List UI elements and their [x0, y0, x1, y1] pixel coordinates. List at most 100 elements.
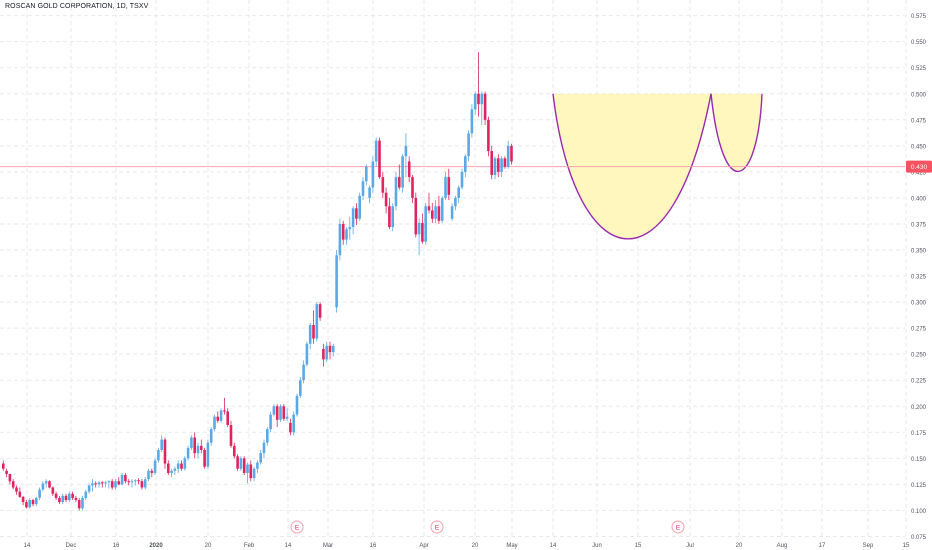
x-tick-label: 16 — [370, 543, 377, 549]
earnings-marker-label: E — [295, 525, 300, 532]
candle-body — [216, 416, 220, 421]
y-tick-label: 0.250 — [911, 353, 927, 359]
candle-body — [213, 416, 216, 430]
candle-body — [404, 145, 408, 157]
cup-curve — [552, 93, 712, 240]
candle-body — [305, 343, 309, 365]
candle-body — [41, 483, 45, 490]
candle-body — [246, 464, 249, 473]
candle-body — [398, 177, 401, 188]
earnings-marker[interactable]: E — [671, 520, 685, 534]
candle-body — [252, 468, 256, 479]
candle-body — [358, 195, 361, 219]
x-tick-label: Feb — [244, 543, 255, 549]
candle-body — [500, 158, 503, 172]
candle-body — [388, 206, 391, 228]
candle-body — [38, 489, 41, 498]
x-tick-label: 20 — [205, 543, 212, 549]
candle-body — [480, 93, 484, 105]
candle-body — [147, 470, 150, 480]
candle-body — [239, 458, 243, 469]
candle-body — [68, 493, 71, 500]
candle-body — [170, 470, 173, 473]
candle-body — [361, 181, 365, 196]
candle-body — [2, 463, 5, 469]
candle-body — [493, 158, 497, 175]
candle-body — [440, 197, 444, 221]
candle-body — [176, 463, 180, 469]
candle-body — [338, 223, 342, 256]
candle-body — [193, 437, 196, 454]
candle-body — [411, 177, 414, 198]
x-tick-label: Jun — [592, 543, 602, 549]
candles-layer — [2, 52, 513, 511]
price-axis: 0.075 0.100 0.125 0.150 0.175 0.200 0.225 0.250… — [911, 14, 927, 541]
candle-body — [299, 380, 302, 396]
candle-body — [302, 364, 305, 381]
candle-body — [464, 156, 467, 172]
candle-body — [190, 437, 193, 448]
grid-lines — [0, 0, 907, 537]
candle-body — [407, 161, 411, 178]
candle-body — [81, 497, 84, 509]
candle-body — [51, 487, 55, 494]
candle-body — [160, 439, 163, 450]
candle-body — [186, 447, 190, 459]
earnings-marker[interactable]: E — [290, 520, 304, 534]
candle-body — [437, 206, 441, 221]
candle-body — [457, 187, 460, 198]
candle-body — [381, 177, 385, 193]
candle-body — [275, 406, 279, 420]
candle-body — [391, 206, 394, 228]
candle-body — [91, 483, 94, 486]
candle-body — [431, 210, 434, 219]
x-tick-label: May — [506, 543, 517, 549]
candle-body — [473, 93, 477, 110]
candle-body — [371, 161, 375, 188]
candle-body — [454, 197, 457, 207]
candle-body — [510, 145, 513, 162]
candle-body — [328, 345, 332, 353]
price-label-bg — [906, 160, 932, 173]
candle-body — [61, 495, 64, 503]
candle-body — [94, 483, 97, 485]
candle-body — [279, 406, 282, 420]
time-axis: 14 Dec 16 2020 20 Feb 14 Mar 16 Apr 20 May 14 Jun 15 Ju… — [24, 543, 910, 549]
candle-body — [460, 171, 464, 188]
candle-body — [140, 481, 144, 488]
candle-body — [77, 500, 81, 509]
candle-body — [378, 140, 381, 178]
price-label-text: 0.430 — [911, 164, 928, 171]
y-tick-label: 0.175 — [911, 431, 927, 437]
candle-body — [107, 481, 111, 483]
candle-body — [401, 156, 404, 188]
candle-body — [351, 208, 355, 228]
candle-body — [282, 406, 286, 419]
candle-body — [143, 479, 147, 488]
x-tick-label: Mar — [323, 543, 333, 549]
candle-body — [150, 470, 154, 473]
candle-body — [355, 208, 358, 219]
candle-body — [219, 410, 223, 421]
candle-body — [64, 495, 68, 500]
candle-body — [183, 458, 187, 469]
candle-body — [110, 481, 114, 488]
candle-body — [58, 497, 61, 503]
y-tick-label: 0.100 — [911, 509, 927, 515]
candle-body — [325, 345, 328, 360]
candle-body — [124, 475, 127, 482]
candle-body — [84, 491, 88, 498]
candle-body — [209, 429, 213, 443]
earnings-marker[interactable]: E — [430, 520, 444, 534]
candle-body — [470, 109, 474, 134]
y-tick-label: 0.325 — [911, 275, 927, 281]
x-tick-label: 20 — [472, 543, 479, 549]
x-tick-label: 14 — [550, 543, 557, 549]
candle-body — [229, 425, 233, 446]
current-price-label: 0.430 — [906, 160, 932, 173]
candle-body — [167, 463, 170, 473]
candle-body — [31, 500, 35, 505]
x-tick-label: 16 — [113, 543, 120, 549]
